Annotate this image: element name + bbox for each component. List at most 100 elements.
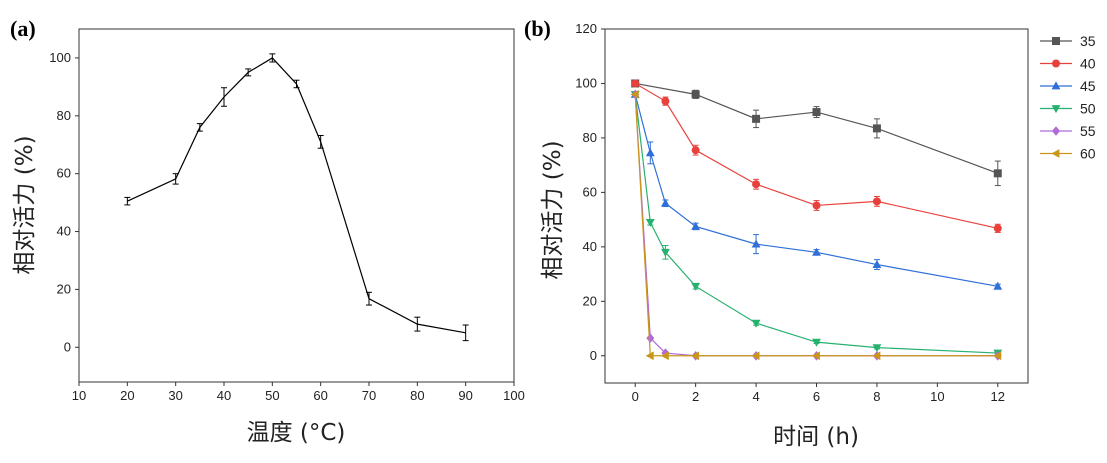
x-tick-label: 90 [458,388,472,403]
chart-a: (a) 10 20 30 40 50 60 70 80 90 100 0 20 40 60 80 100 温度… [10,16,525,446]
series-0 [124,53,469,342]
data-point [660,351,669,361]
x-axis-label-b: 时间 (h) [773,424,859,450]
error-bar [124,196,131,206]
x-tick-label: 50 [265,388,279,403]
data-point [691,351,700,361]
data-point [691,146,700,155]
data-point [812,201,821,210]
y-tick-label: 120 [575,21,597,36]
y-axis-label-b: 相对活力 (%) [540,140,566,279]
data-point [691,90,700,99]
panel-label-a: (a) [10,16,36,41]
data-point [691,221,701,230]
axis-ticks-a: 10 20 30 40 50 60 70 80 90 100 0 20 40 60 80 100 [49,50,525,403]
legend-item: 35 [1040,33,1096,49]
y-tick-label: 40 [57,224,71,239]
data-point [661,248,670,257]
error-bar [269,53,276,63]
error-bar [414,316,421,332]
y-tick-label: 40 [583,239,597,254]
data-point [630,89,639,99]
legend-item: 60 [1040,146,1096,162]
series-35 [631,79,1002,187]
legend-label: 55 [1080,123,1096,139]
x-tick-label: 10 [72,388,86,403]
data-point [872,197,881,206]
y-tick-label: 20 [583,293,597,308]
error-bar [245,68,252,77]
error-bar [196,123,203,132]
y-tick-label: 80 [57,108,71,123]
x-tick-label: 12 [991,389,1005,404]
series-60 [630,89,1002,361]
y-tick-label: 0 [64,339,71,354]
series-55 [631,89,1002,361]
data-point [661,198,670,207]
legend-marker [1051,149,1060,158]
x-tick-label: 100 [503,388,525,403]
series-line [634,94,998,287]
y-tick-label: 0 [590,348,597,363]
data-point [631,79,640,88]
x-tick-label: 10 [930,389,944,404]
error-bar [221,87,227,107]
data-point [872,259,882,268]
data-point [993,281,1003,290]
y-tick-label: 60 [583,184,597,199]
data-point [872,344,882,353]
legend-label: 50 [1080,101,1096,117]
error-bar [366,291,372,306]
series-line [634,94,998,357]
data-point [646,333,655,343]
legend-marker [1052,59,1060,68]
data-point [751,319,761,328]
legend-label: 35 [1080,33,1096,49]
legend-item: 45 [1040,78,1096,94]
series-40 [631,79,1002,233]
error-bar [172,173,179,185]
x-tick-label: 80 [410,388,424,403]
data-point [812,247,821,256]
x-axis-label-a: 温度 (°C) [247,420,346,446]
series-line [635,82,998,174]
data-point [661,348,670,358]
x-tick-label: 0 [632,389,639,404]
x-tick-label: 6 [813,389,820,404]
series-line [634,94,998,357]
series-line [634,94,998,354]
series-45 [630,89,1003,290]
data-point [993,169,1002,178]
legend-item: 40 [1040,56,1096,72]
legend-marker [1051,81,1061,90]
plot-frame-a [78,28,515,383]
data-point [752,180,761,189]
legend-item: 50 [1040,101,1096,117]
y-tick-label: 60 [57,166,71,181]
data-point [691,282,701,291]
data-point [751,239,761,248]
y-tick-label: 100 [575,75,597,90]
legend-marker [1051,105,1061,114]
series-50 [630,90,1003,358]
y-tick-label: 100 [49,50,71,65]
legend-label: 60 [1080,146,1096,162]
error-bar [293,79,300,89]
y-axis-label-a: 相对活力 (%) [12,135,38,274]
data-point [812,338,821,347]
legend-marker [1052,37,1060,45]
y-tick-label: 20 [57,281,71,296]
error-bar [462,324,469,342]
series-group-a [124,53,469,342]
series-group-b [630,79,1003,361]
x-tick-label: 2 [692,389,699,404]
data-point [752,114,761,123]
data-point [751,351,760,361]
x-tick-label: 4 [752,389,759,404]
legend-label: 45 [1080,78,1096,94]
legend-item: 55 [1040,123,1096,139]
x-tick-label: 30 [168,388,182,403]
